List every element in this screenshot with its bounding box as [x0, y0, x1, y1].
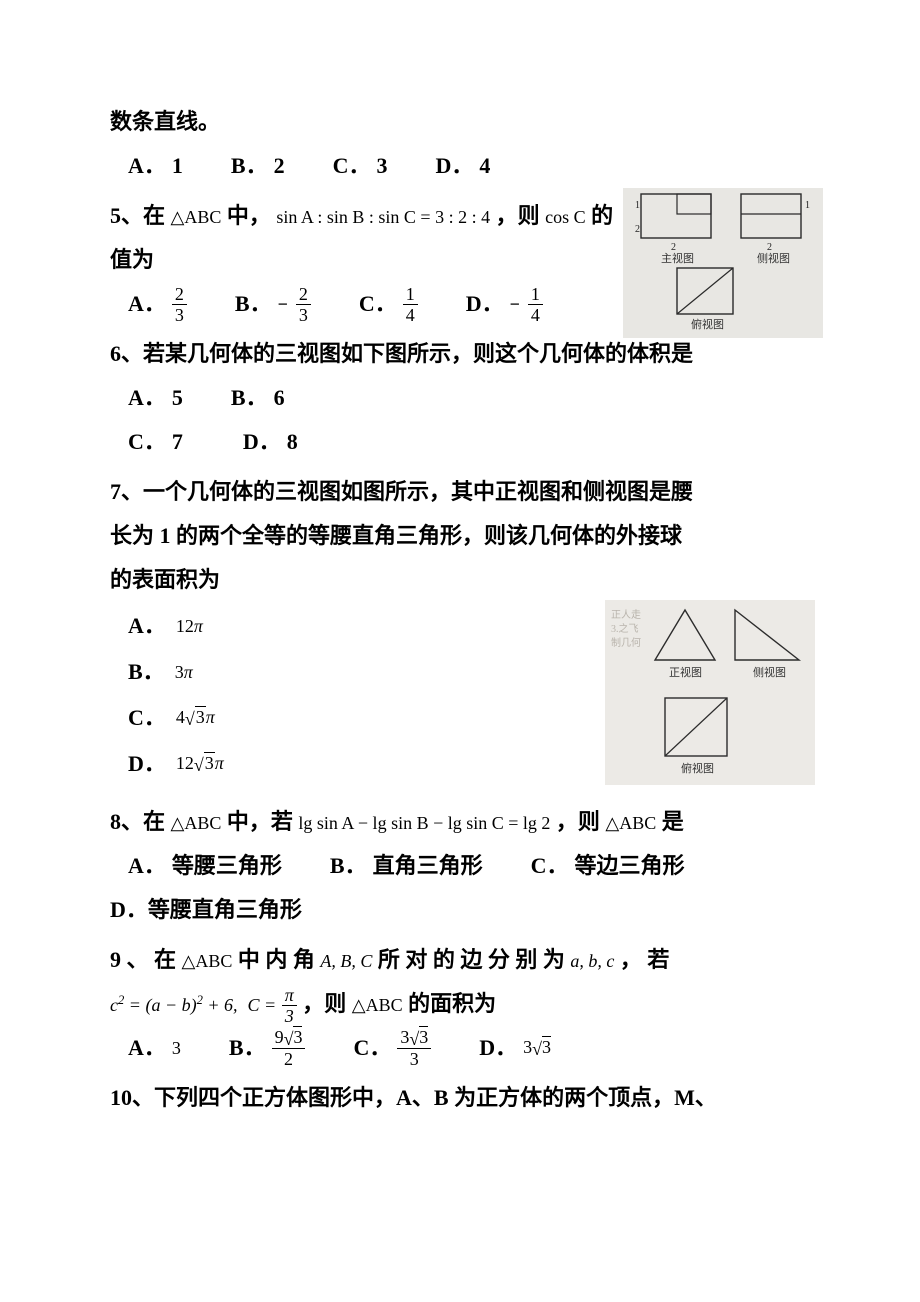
- fig1-main-label: 主视图: [661, 251, 694, 265]
- q7-opts-and-fig: 正人走 3.之飞 制几何 正视图 侧视图 俯视图 A． 12π B．: [110, 604, 815, 794]
- q9-eq-c2: c2 = (a − b)2 + 6,: [110, 995, 242, 1015]
- svg-text:2: 2: [671, 242, 676, 253]
- q9-opt-a: A．3: [128, 1026, 181, 1070]
- fig1-top-label: 俯视图: [691, 317, 724, 331]
- fig2-side-label: 侧视图: [753, 665, 786, 679]
- q6-stem: 6、若某几何体的三视图如下图所示，则这个几何体的体积是: [110, 332, 815, 376]
- svg-text:制几何: 制几何: [611, 636, 641, 649]
- three-views-svg-1: 1 2 2 主视图 1 2 侧视图 俯视图: [623, 188, 823, 338]
- q5-opt-b: B． − 23: [235, 282, 311, 326]
- q6-opt-b: B．6: [231, 376, 285, 420]
- svg-text:3.之飞: 3.之飞: [611, 622, 639, 635]
- q8-eq: lg sin A − lg sin B − lg sin C = lg 2: [298, 813, 550, 833]
- q5-ratio: sin A : sin B : sin C = 3 : 2 : 4: [276, 207, 490, 227]
- q9-opt-c: C． 3√3 3: [353, 1026, 431, 1070]
- q9-opt-d: D． 3√3: [479, 1026, 551, 1070]
- q6-opt-a: A．5: [128, 376, 183, 420]
- q5-opt-c: C． 14: [359, 282, 418, 326]
- q7-line2: 长为 1 的两个全等的等腰直角三角形，则该几何体的外接球: [110, 514, 815, 558]
- fig2-top-label: 俯视图: [681, 761, 714, 775]
- prev-question-tail: 数条直线。: [110, 100, 815, 144]
- q4-opt-d: D．4: [435, 144, 490, 188]
- fig2-front-label: 正视图: [669, 665, 702, 679]
- three-views-svg-2: 正人走 3.之飞 制几何 正视图 侧视图 俯视图: [605, 600, 815, 785]
- q9-line2: c2 = (a − b)2 + 6, C = π3 ，则 △ABC 的面积为: [110, 982, 815, 1026]
- figure-three-views-2: 正人走 3.之飞 制几何 正视图 侧视图 俯视图: [605, 600, 815, 785]
- q4-options: A．1 B．2 C．3 D．4: [110, 144, 815, 188]
- q5-opt-a: A． 23: [128, 282, 187, 326]
- q6-opt-c: C．7: [128, 420, 183, 464]
- q4-opt-a: A．1: [128, 144, 183, 188]
- q5-block: 1 2 2 主视图 1 2 侧视图 俯视图 5、在 △ABC 中，: [110, 194, 815, 326]
- q8-stem: 8、在 △ABC 中，若 lg sin A − lg sin B − lg si…: [110, 800, 815, 844]
- q6-options: A．5 B．6 C．7 D．8: [110, 376, 815, 464]
- q5-triangle: △ABC: [171, 207, 222, 227]
- q4-opt-b: B．2: [231, 144, 285, 188]
- figure-three-views-1: 1 2 2 主视图 1 2 侧视图 俯视图: [623, 188, 823, 338]
- q8-opt-b: B．直角三角形: [330, 844, 483, 888]
- fig1-side-label: 侧视图: [757, 251, 790, 265]
- q5-opt-d: D． − 14: [466, 282, 543, 326]
- q8-opt-c: C．等边三角形: [531, 844, 685, 888]
- q9-line1: 9 、 在 △ABC 中 内 角 A, B, C 所 对 的 边 分 别 为 a…: [110, 938, 815, 982]
- svg-text:正人走: 正人走: [611, 609, 641, 621]
- q10-stem: 10、下列四个正方体图形中，A、B 为正方体的两个顶点，M、: [110, 1076, 815, 1120]
- svg-text:2: 2: [767, 242, 772, 253]
- q7-line1: 7、一个几何体的三视图如图所示，其中正视图和侧视图是腰: [110, 470, 815, 514]
- svg-text:2: 2: [635, 224, 640, 235]
- q9-options: A．3 B． 9√3 2 C． 3√3 3 D． 3√3: [110, 1026, 815, 1070]
- q4-opt-c: C．3: [333, 144, 388, 188]
- q5-cosc: cos C: [545, 207, 586, 227]
- q8-opt-a: A．等腰三角形: [128, 844, 282, 888]
- q6-opt-d: D．8: [243, 420, 298, 464]
- svg-text:1: 1: [805, 200, 810, 211]
- q7-line3: 的表面积为: [110, 558, 815, 602]
- svg-text:1: 1: [635, 200, 640, 211]
- q8-options: A．等腰三角形 B．直角三角形 C．等边三角形: [110, 844, 815, 888]
- q9-opt-b: B． 9√3 2: [229, 1026, 306, 1070]
- q8-opt-d-line: D．等腰直角三角形: [110, 888, 815, 932]
